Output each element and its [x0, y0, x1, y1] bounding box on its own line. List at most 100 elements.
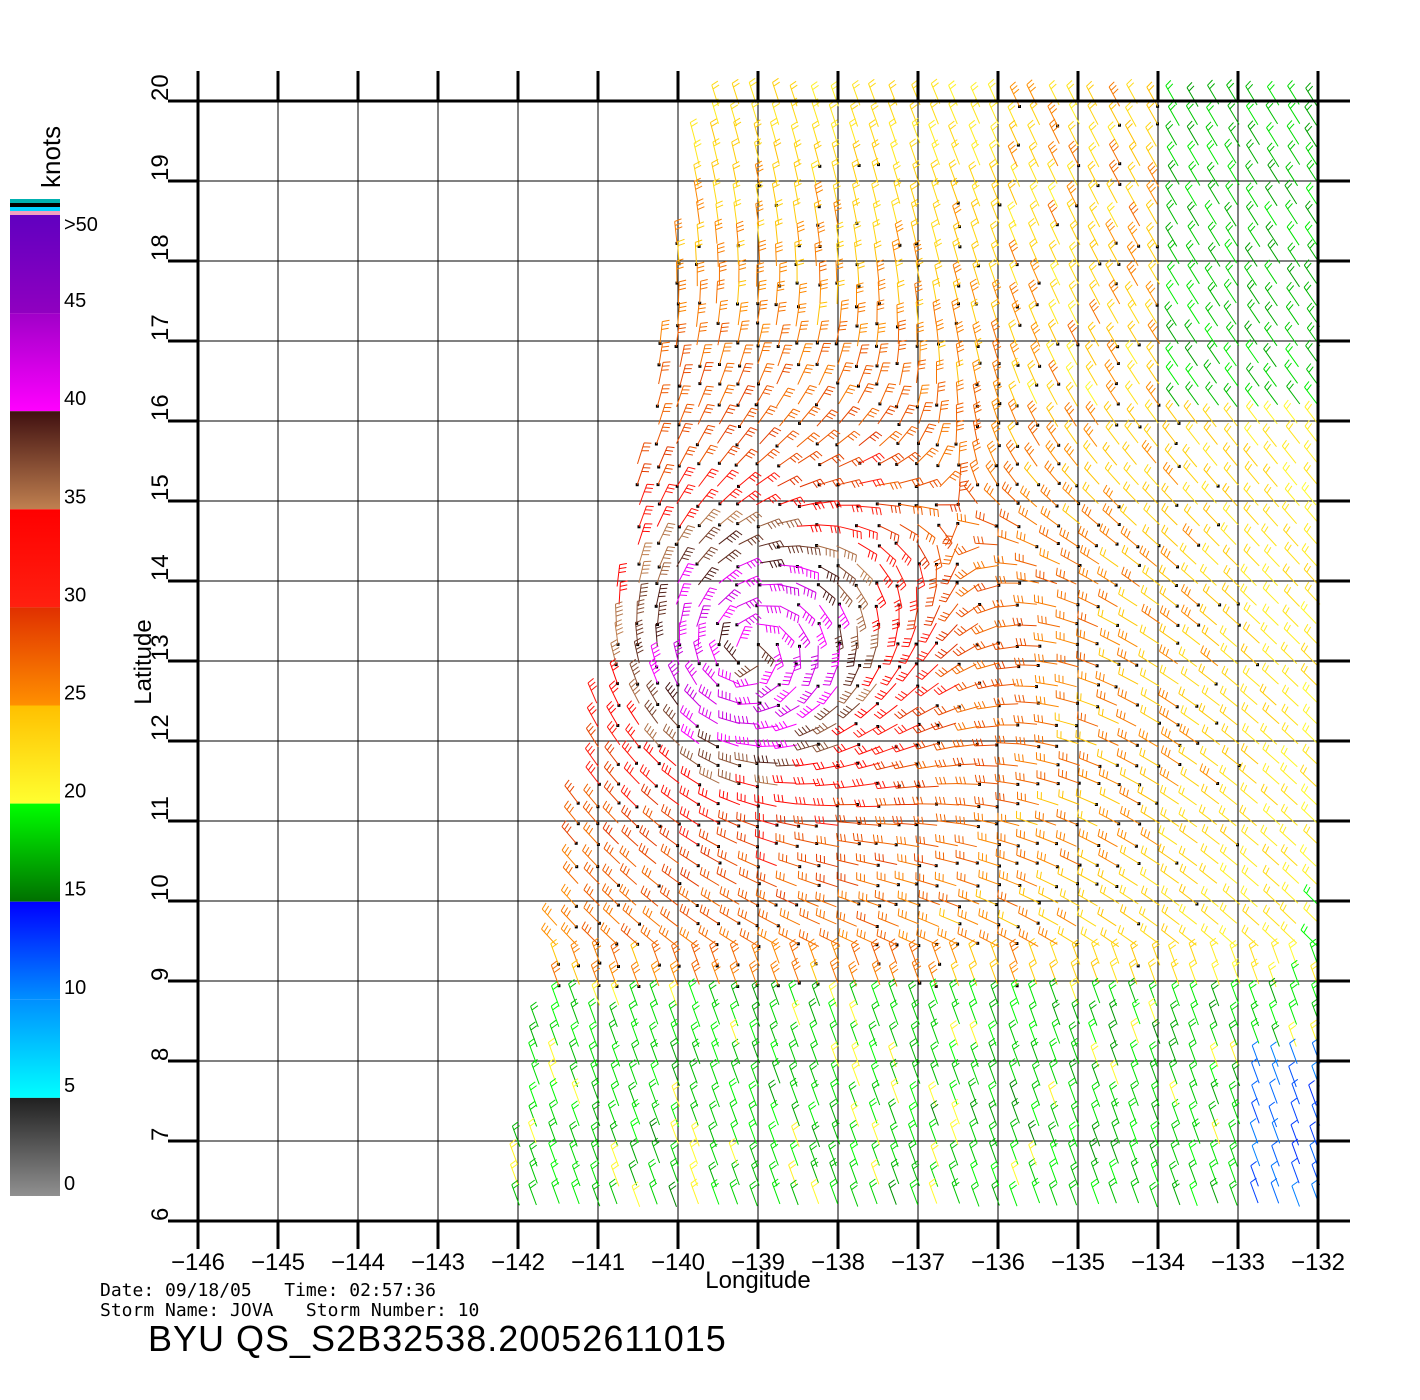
wind-barb-group: [677, 238, 685, 264]
wind-barb-group: [775, 301, 980, 731]
wind-barb-group: [816, 686, 838, 705]
wind-barb-group: [1011, 1097, 1101, 1147]
wind-barb-group: [656, 506, 674, 527]
legend-band: [10, 803, 60, 902]
wind-barb-group: [737, 511, 763, 525]
wind-barb-group: [510, 400, 1319, 1186]
wind-barb-group: [861, 666, 880, 687]
wind-barb-group: [754, 739, 780, 748]
wind-barb-group: [1097, 906, 1117, 927]
y-axis-label: Latitude: [130, 619, 157, 704]
wind-barb-group: [1070, 79, 1321, 1188]
wind-barb-group: [756, 605, 782, 614]
wind-barb-group: [676, 466, 700, 826]
wind-barb-group: [758, 518, 784, 530]
wind-barb-group: [1308, 1080, 1317, 1106]
wind-barb-group: [636, 463, 958, 868]
wind-barb-group: [651, 403, 779, 966]
wind-barb-group: [604, 740, 619, 765]
wind-barb-group: [856, 606, 867, 633]
wind-barb-group: [590, 141, 1179, 1085]
wind-barb-group: [609, 382, 1180, 1147]
x-tick-label: −143: [411, 1249, 465, 1276]
wind-barb-group: [511, 1001, 740, 1206]
wind-barb-group: [933, 683, 959, 696]
wind-barb-group: [738, 259, 1078, 887]
wind-barb-group: [661, 480, 1019, 885]
wind-barb-group: [731, 78, 1240, 985]
wind-barb-group: [931, 98, 1319, 987]
wind-barb-group: [582, 138, 1121, 965]
wind-barb-group: [550, 978, 1139, 1185]
wind-barb-group: [531, 120, 1300, 1086]
wind-barb-group: [887, 623, 899, 647]
wind-barb-group: [590, 999, 1219, 1186]
y-tick-label: 9: [147, 968, 174, 981]
wind-barb-group: [754, 774, 778, 786]
x-tick-label: −136: [971, 1249, 1025, 1276]
wind-barb-group: [636, 599, 645, 624]
wind-barb-group: [797, 685, 819, 704]
wind-barb-group: [1178, 502, 1280, 945]
wind-barb-group: [569, 300, 1237, 1167]
wind-barb-group: [644, 546, 676, 747]
wind-barb-group: [603, 424, 758, 848]
wind-barb-group: [719, 362, 775, 385]
wind-barb-group: [719, 445, 740, 464]
wind-barb-group: [771, 220, 1179, 964]
wind-barb-group: [971, 141, 1238, 948]
wind-barb-group: [735, 773, 797, 788]
storm-info-line: Storm Name: JOVA Storm Number: 10: [100, 1300, 480, 1321]
wind-barb-group: [732, 678, 758, 688]
wind-barb-group: [670, 997, 817, 1084]
wind-barb-group: [718, 583, 800, 725]
wind-barb-group: [696, 161, 1198, 967]
wind-barb-group: [790, 121, 1200, 445]
wind-barb-group: [830, 481, 1317, 1106]
wind-barb-group: [730, 80, 1178, 1145]
wind-barb-group: [768, 182, 1319, 1147]
wind-barb-group: [670, 999, 1297, 1204]
wind-barb-group: [708, 980, 1057, 1187]
wind-barb-group: [638, 560, 652, 584]
wind-barb-group: [529, 199, 1179, 1186]
wind-barb-group: [801, 664, 817, 686]
wind-barb-group: [755, 682, 939, 826]
wind-barb-group: [779, 564, 804, 575]
wind-barb-group: [1068, 159, 1180, 1084]
wind-barb-group: [736, 626, 753, 647]
wind-barb-group: [651, 239, 1321, 1164]
wind-barb-group: [639, 705, 938, 887]
wind-barb-group: [717, 768, 740, 784]
legend-band: [10, 999, 60, 1098]
wind-barb-group: [837, 583, 853, 608]
wind-barb-group: [677, 279, 1119, 984]
x-tick-label: −139: [731, 1249, 785, 1276]
wind-barb-group: [797, 566, 819, 581]
wind-barb-group: [888, 117, 1260, 985]
wind-barb-group: [1110, 82, 1258, 1164]
wind-barb-group: [680, 723, 700, 745]
wind-barb-group: [975, 81, 1159, 906]
wind-barb-group: [711, 158, 1218, 724]
wind-barb-group: [1291, 1181, 1300, 1207]
x-tick-label: −144: [331, 1249, 385, 1276]
wind-barb-group: [813, 140, 1178, 925]
wind-barb-group: [719, 418, 999, 924]
wind-barb-group: [887, 97, 1280, 964]
wind-barb-group: [970, 81, 1258, 1065]
wind-barb-group: [583, 319, 1099, 946]
y-tick-label: 13: [147, 634, 174, 661]
wind-barb-group: [661, 471, 762, 784]
wind-barb-group: [589, 299, 1200, 1107]
wind-barbs: [509, 77, 1321, 1208]
wind-barb-group: [794, 221, 1178, 985]
wind-barb-group: [910, 198, 1159, 965]
wind-barb-group: [1048, 80, 1299, 906]
wind-barb-group: [1026, 378, 1038, 404]
wind-barb-group: [684, 660, 698, 686]
wind-barb-group: [810, 158, 1321, 847]
wind-barb-group: [871, 582, 887, 632]
wind-barb-group: [1210, 1078, 1220, 1105]
